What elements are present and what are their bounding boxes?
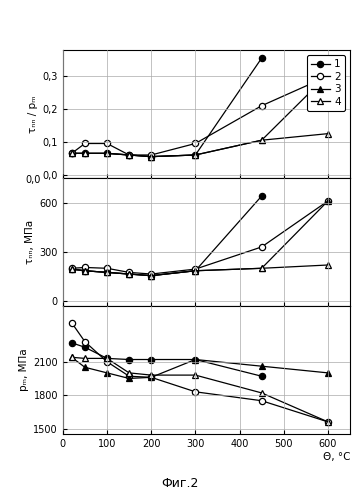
Text: Θ, °C: Θ, °C [322, 452, 350, 462]
Text: Фиг.2: Фиг.2 [161, 477, 198, 490]
Y-axis label: pₘ, МПа: pₘ, МПа [19, 349, 29, 391]
Y-axis label: τₙₙ / pₘ: τₙₙ / pₘ [28, 95, 38, 133]
Y-axis label: τₙₙ, МПа: τₙₙ, МПа [25, 220, 36, 264]
Text: 0,0: 0,0 [25, 175, 41, 185]
Legend: 1, 2, 3, 4: 1, 2, 3, 4 [307, 55, 345, 111]
